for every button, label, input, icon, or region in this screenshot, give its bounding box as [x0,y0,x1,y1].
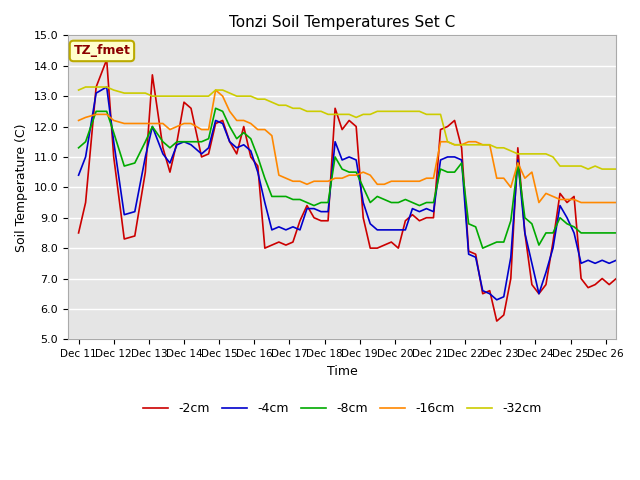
-8cm [479,245,486,251]
-16cm [542,191,550,196]
-16cm [620,200,627,205]
-2cm [507,276,515,281]
-8cm [521,215,529,221]
-8cm [620,230,627,236]
-4cm [141,154,149,160]
-32cm [570,163,578,169]
-8cm [75,145,83,151]
-4cm [620,257,627,263]
-16cm [514,160,522,166]
-4cm [521,230,529,236]
-32cm [535,151,543,157]
-16cm [212,87,220,93]
-32cm [82,84,90,90]
-2cm [577,276,585,281]
-2cm [493,318,500,324]
-8cm [131,160,139,166]
-16cm [535,200,543,205]
Line: -4cm: -4cm [79,87,623,300]
Text: TZ_fmet: TZ_fmet [74,45,131,58]
Legend: -2cm, -4cm, -8cm, -16cm, -32cm: -2cm, -4cm, -8cm, -16cm, -32cm [138,397,547,420]
-32cm [584,166,592,172]
-2cm [103,57,111,62]
-16cm [577,200,585,205]
-8cm [507,218,515,224]
-16cm [500,175,508,181]
-8cm [528,221,536,227]
-2cm [528,282,536,288]
-2cm [521,230,529,236]
-4cm [542,270,550,276]
-16cm [521,175,529,181]
-4cm [577,261,585,266]
-2cm [542,282,550,288]
Y-axis label: Soil Temperature (C): Soil Temperature (C) [15,123,28,252]
Line: -32cm: -32cm [79,87,623,169]
-2cm [75,230,83,236]
-2cm [620,285,627,290]
X-axis label: Time: Time [327,365,358,378]
-32cm [141,90,149,96]
-32cm [500,145,508,151]
Line: -2cm: -2cm [79,60,623,321]
-32cm [521,151,529,157]
Title: Tonzi Soil Temperatures Set C: Tonzi Soil Temperatures Set C [229,15,455,30]
-8cm [212,106,220,111]
-32cm [620,166,627,172]
-4cm [493,297,500,303]
-8cm [577,230,585,236]
-32cm [75,87,83,93]
-4cm [103,84,111,90]
-4cm [507,254,515,260]
-16cm [75,118,83,123]
-8cm [542,230,550,236]
-4cm [528,261,536,266]
-2cm [141,169,149,175]
Line: -8cm: -8cm [79,108,623,248]
-32cm [514,151,522,157]
-4cm [75,172,83,178]
-16cm [131,120,139,126]
Line: -16cm: -16cm [79,90,623,203]
